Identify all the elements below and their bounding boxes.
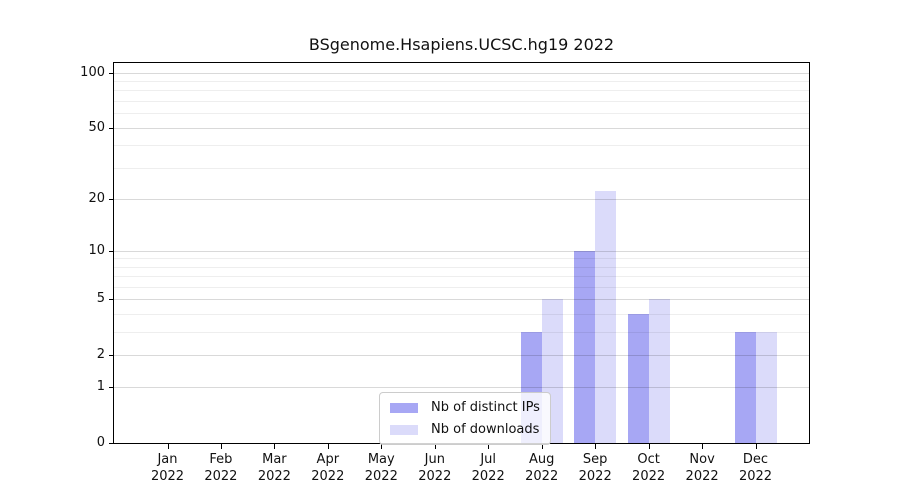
y-tick-label-1: 1 — [96, 379, 105, 395]
x-tick-mar — [274, 444, 276, 449]
gridline-major-10 — [114, 250, 809, 252]
gridline-minor-7 — [114, 276, 809, 278]
chart-title: BSgenome.Hsapiens.UCSC.hg19 2022 — [308, 35, 615, 54]
bar-nb-of-distinct-ips-dec — [734, 331, 756, 443]
x-tick-month: Sep — [582, 452, 608, 467]
x-tick-year: 2022 — [418, 469, 452, 484]
gridline-major-100 — [114, 72, 809, 74]
x-tick-year: 2022 — [150, 469, 185, 484]
x-tick-month: Jun — [424, 452, 445, 467]
y-tick-50 — [109, 127, 113, 129]
x-tick-label-sep: Sep 2022 — [564, 451, 626, 485]
y-tick-label-2: 2 — [96, 346, 105, 362]
gridline-minor-4 — [114, 313, 809, 315]
y-tick-label-0: 0 — [96, 435, 105, 450]
x-tick-month: Jul — [480, 452, 497, 467]
x-tick-year: 2022 — [364, 469, 398, 484]
gridline-minor-70 — [114, 101, 809, 102]
x-tick-month: May — [367, 452, 395, 467]
x-tick-may — [381, 444, 383, 449]
x-tick-year: 2022 — [311, 469, 345, 484]
y-tick-label-20: 20 — [88, 190, 105, 206]
y-tick-label-10: 10 — [88, 242, 105, 258]
y-tick-100 — [109, 72, 113, 74]
x-tick-year: 2022 — [471, 469, 505, 484]
legend-label-nb-of-downloads: Nb of downloads — [431, 422, 540, 437]
x-tick-year: 2022 — [632, 469, 666, 484]
x-tick-month: Oct — [637, 452, 660, 467]
x-tick-year: 2022 — [738, 469, 773, 484]
gridline-minor-3 — [114, 331, 809, 333]
x-tick-label-mar: Mar 2022 — [243, 451, 305, 485]
legend-label-nb-of-distinct-ips: Nb of distinct IPs — [431, 400, 540, 415]
x-tick-label-jul: Jul 2022 — [457, 451, 519, 485]
y-tick-2 — [109, 354, 113, 356]
gridline-major-5 — [114, 299, 809, 301]
plot-area — [113, 62, 810, 444]
x-tick-apr — [327, 444, 329, 449]
gridline-minor-8 — [114, 266, 809, 268]
y-tick-1 — [109, 387, 113, 389]
x-tick-dec — [755, 444, 757, 449]
x-tick-jan — [167, 444, 169, 449]
x-tick-month: Feb — [209, 452, 233, 467]
gridline-major-1 — [114, 387, 809, 389]
gridline-minor-80 — [114, 90, 809, 92]
bar-nb-of-downloads-oct — [648, 299, 670, 443]
x-tick-nov — [702, 444, 704, 449]
x-tick-year: 2022 — [525, 469, 559, 484]
x-tick-year: 2022 — [578, 469, 612, 484]
x-tick-jun — [434, 444, 436, 449]
x-tick-year: 2022 — [204, 469, 238, 484]
y-tick-label-50: 50 — [88, 119, 105, 135]
gridline-minor-40 — [114, 145, 809, 146]
bar-nb-of-downloads-dec — [755, 331, 777, 443]
x-tick-oct — [648, 444, 650, 449]
x-tick-label-dec: Dec 2022 — [725, 451, 787, 485]
x-tick-label-jan: Jan 2022 — [137, 451, 199, 485]
x-tick-label-feb: Feb 2022 — [190, 451, 252, 485]
bar-nb-of-downloads-sep — [595, 191, 617, 443]
y-tick-label-5: 5 — [96, 291, 105, 307]
x-tick-sep — [595, 444, 597, 449]
gridline-major-20 — [114, 198, 809, 200]
gridline-minor-30 — [114, 167, 809, 169]
x-tick-label-aug: Aug 2022 — [511, 451, 573, 485]
x-tick-label-may: May 2022 — [350, 451, 412, 485]
x-tick-year: 2022 — [685, 469, 719, 484]
x-tick-month: Jan — [157, 452, 178, 467]
x-tick-month: Mar — [262, 452, 287, 467]
x-tick-month: Dec — [742, 452, 769, 467]
legend-item-nb-of-downloads: Nb of downloads — [390, 422, 540, 437]
x-tick-feb — [220, 444, 222, 449]
x-tick-month: Apr — [316, 452, 340, 467]
y-tick-label-100: 100 — [80, 64, 105, 80]
y-tick-10 — [109, 250, 113, 252]
x-tick-label-apr: Apr 2022 — [297, 451, 359, 485]
x-tick-jul — [488, 444, 490, 449]
x-tick-label-nov: Nov 2022 — [671, 451, 733, 485]
gridline-major-2 — [114, 354, 809, 356]
x-tick-label-oct: Oct 2022 — [618, 451, 680, 485]
y-tick-20 — [109, 198, 113, 200]
legend-swatch-nb-of-downloads — [390, 424, 418, 435]
y-tick-5 — [109, 299, 113, 301]
gridline-minor-90 — [114, 81, 809, 83]
x-tick-aug — [541, 444, 543, 449]
x-tick-label-jun: Jun 2022 — [404, 451, 466, 485]
y-tick-0 — [109, 443, 113, 444]
gridline-minor-60 — [114, 113, 809, 115]
gridline-minor-6 — [114, 286, 809, 288]
bar-nb-of-distinct-ips-oct — [627, 313, 649, 443]
gridline-major-50 — [114, 127, 809, 129]
bar-nb-of-distinct-ips-sep — [574, 250, 596, 443]
x-tick-month: Nov — [689, 452, 715, 467]
legend-item-nb-of-distinct-ips: Nb of distinct IPs — [390, 400, 540, 415]
x-tick-month: Aug — [528, 452, 555, 467]
x-tick-year: 2022 — [257, 469, 291, 484]
legend-swatch-nb-of-distinct-ips — [390, 402, 418, 413]
legend: Nb of distinct IPs Nb of downloads — [379, 392, 551, 445]
gridline-minor-9 — [114, 258, 809, 260]
